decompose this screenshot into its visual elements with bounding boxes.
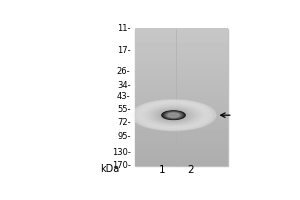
Text: 43-: 43- — [117, 92, 130, 101]
Bar — [135, 29, 228, 166]
Ellipse shape — [136, 102, 211, 129]
Ellipse shape — [154, 108, 193, 122]
Text: 170-: 170- — [112, 161, 130, 170]
Ellipse shape — [168, 113, 178, 117]
Ellipse shape — [163, 111, 184, 119]
Text: 130-: 130- — [112, 148, 130, 157]
Text: 95-: 95- — [117, 132, 130, 141]
Ellipse shape — [168, 113, 179, 117]
Ellipse shape — [164, 112, 183, 119]
Ellipse shape — [146, 105, 200, 125]
Text: 2: 2 — [188, 165, 194, 175]
Ellipse shape — [149, 106, 198, 124]
Ellipse shape — [139, 103, 208, 128]
Ellipse shape — [165, 112, 182, 118]
Ellipse shape — [152, 107, 195, 123]
Text: 11-: 11- — [117, 24, 130, 33]
Text: 17-: 17- — [117, 46, 130, 55]
Ellipse shape — [164, 112, 184, 119]
Text: 1: 1 — [159, 165, 165, 175]
Ellipse shape — [167, 113, 180, 118]
Text: 26-: 26- — [117, 67, 130, 76]
Ellipse shape — [159, 110, 188, 120]
Ellipse shape — [144, 104, 203, 126]
Text: 72-: 72- — [117, 118, 130, 127]
Ellipse shape — [157, 109, 190, 121]
Text: 34-: 34- — [117, 81, 130, 90]
Ellipse shape — [134, 101, 213, 130]
Text: 55-: 55- — [117, 105, 130, 114]
Ellipse shape — [131, 100, 216, 131]
Ellipse shape — [166, 112, 181, 118]
Ellipse shape — [162, 111, 185, 119]
Ellipse shape — [141, 103, 206, 127]
Text: kDa: kDa — [100, 164, 119, 174]
